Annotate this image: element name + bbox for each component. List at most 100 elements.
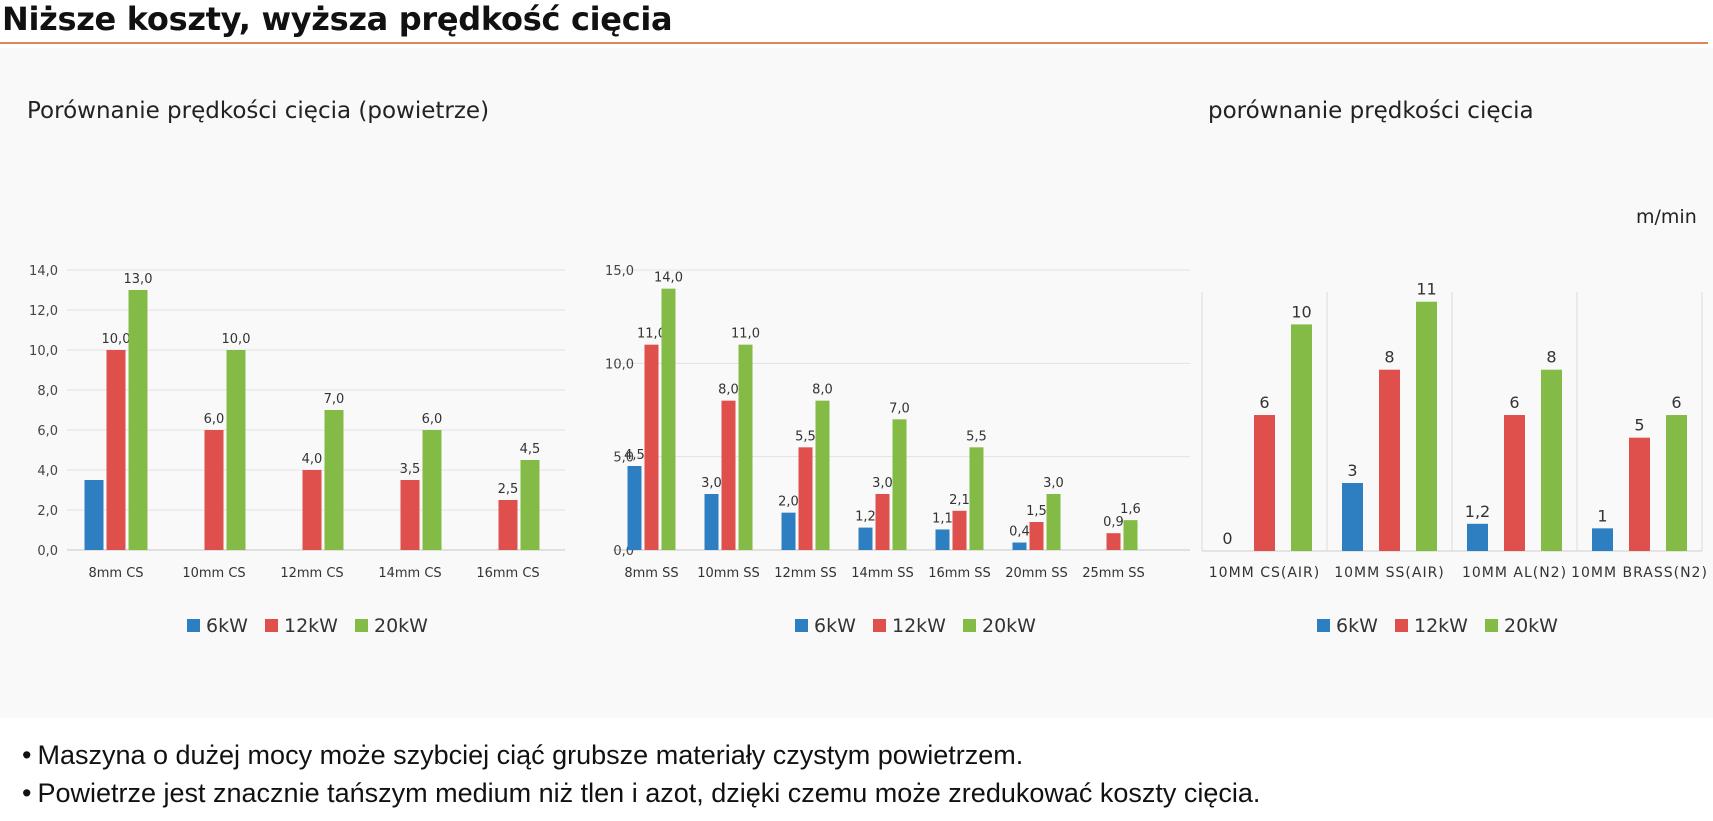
bar-20kW [226, 350, 246, 550]
bar-12kW [204, 430, 224, 550]
bullet-item-1: • Maszyna o dużej mocy może szybciej ciąć… [22, 740, 1260, 778]
legend-label: 12kW [284, 615, 338, 637]
legend-label: 12kW [892, 615, 946, 637]
legend-label: 6kW [206, 615, 248, 637]
y-tick-label: 2,0 [37, 504, 58, 519]
bullet-text: Powietrze jest znacznie tańszym medium n… [37, 778, 1261, 808]
bar-6kW [704, 494, 719, 550]
bar-20kW [969, 447, 984, 550]
data-label: 8 [1384, 348, 1394, 367]
bar-12kW [952, 510, 967, 550]
bar-12kW [721, 400, 736, 550]
legend-label: 20kW [1504, 615, 1558, 637]
bar-6kW [627, 466, 642, 550]
data-label: 0,4 [1009, 525, 1030, 540]
y-tick-label: 6,0 [37, 424, 58, 439]
x-tick-label: 10mm SS [697, 566, 760, 581]
x-tick-label: 10MM SS(AIR) [1334, 565, 1445, 581]
data-label: 6 [1259, 393, 1269, 412]
data-label: 10,0 [222, 332, 251, 347]
data-label: 1,1 [932, 511, 953, 526]
bar-6kW [781, 512, 796, 550]
legend-label: 12kW [1414, 615, 1468, 637]
bar-12kW [1106, 533, 1121, 550]
bar-6kW [1467, 523, 1488, 551]
legend-swatch-20kW [1485, 619, 1498, 632]
x-tick-label: 12mm SS [774, 566, 837, 581]
data-label: 1,5 [1026, 504, 1047, 519]
bar-12kW [302, 470, 322, 550]
x-tick-label: 10MM AL(N2) [1462, 565, 1567, 581]
bar-20kW [1291, 324, 1312, 551]
data-label: 0 [1222, 529, 1232, 548]
data-label: 6,0 [204, 412, 225, 427]
data-label: 5 [1634, 416, 1644, 435]
legend-label: 6kW [814, 615, 856, 637]
data-label: 3,0 [872, 476, 893, 491]
y-tick-label: 14,0 [29, 264, 58, 279]
data-label: 10,0 [102, 332, 131, 347]
data-label: 2,5 [498, 482, 519, 497]
chart-1-title: Porównanie prędkości cięcia (powietrze) [27, 98, 490, 124]
data-label: 1,6 [1120, 502, 1141, 517]
data-label: 14,0 [654, 271, 683, 286]
bar-20kW [128, 290, 148, 550]
bar-20kW [892, 419, 907, 550]
y-tick-label: 8,0 [37, 384, 58, 399]
data-label: 8 [1546, 348, 1556, 367]
legend-swatch-20kW [355, 619, 368, 632]
y-tick-label: 10,0 [605, 357, 634, 372]
y-tick-label: 10,0 [29, 344, 58, 359]
bar-20kW [661, 288, 676, 550]
data-label: 7,0 [324, 392, 345, 407]
data-label: 2,1 [949, 493, 970, 508]
bar-12kW [1379, 369, 1400, 551]
x-tick-label: 16mm CS [476, 566, 539, 581]
bar-12kW [1629, 437, 1650, 551]
bar-20kW [520, 460, 540, 550]
bar-12kW [875, 494, 890, 550]
legend-label: 20kW [982, 615, 1036, 637]
data-label: 6 [1509, 393, 1519, 412]
bar-12kW [498, 500, 518, 550]
bar-6kW [935, 529, 950, 550]
data-label: 13,0 [124, 272, 153, 287]
data-label: 3,5 [400, 462, 421, 477]
data-label: 4,5 [624, 448, 645, 463]
bar-12kW [1254, 415, 1275, 551]
data-label: 1,2 [855, 510, 876, 525]
bar-20kW [1123, 520, 1138, 550]
title-divider [0, 42, 1708, 44]
y-tick-label: 12,0 [29, 304, 58, 319]
bar-12kW [798, 447, 813, 550]
x-tick-label: 25mm SS [1082, 566, 1145, 581]
bar-12kW [644, 344, 659, 550]
x-tick-label: 10mm CS [182, 566, 245, 581]
bar-6kW [1012, 542, 1027, 550]
bullet-text: Maszyna o dużej mocy może szybciej ciąć … [37, 740, 1024, 770]
bar-20kW [324, 410, 344, 550]
x-tick-label: 14mm CS [378, 566, 441, 581]
bar-12kW [400, 480, 420, 550]
x-tick-label: 12mm CS [280, 566, 343, 581]
bar-6kW [1592, 528, 1613, 551]
bar-20kW [738, 344, 753, 550]
data-label: 4,0 [302, 452, 323, 467]
bar-20kW [1666, 415, 1687, 551]
legend-swatch-12kW [873, 619, 886, 632]
data-label: 1,2 [1465, 502, 1490, 521]
bar-12kW [1504, 415, 1525, 551]
data-label: 0,9 [1103, 515, 1124, 530]
legend-swatch-12kW [265, 619, 278, 632]
page-title: Niższe koszty, wyższa prędkość cięcia [2, 0, 673, 38]
y-tick-label: 0,0 [37, 544, 58, 559]
data-label: 6,0 [422, 412, 443, 427]
legend-swatch-6kW [1317, 619, 1330, 632]
bar-20kW [422, 430, 442, 550]
chart-3-title: porównanie prędkości cięcia [1208, 98, 1534, 124]
bullet-list: • Maszyna o dużej mocy może szybciej ciąć… [22, 740, 1260, 816]
legend-swatch-12kW [1395, 619, 1408, 632]
legend-label: 6kW [1336, 615, 1378, 637]
y-tick-label: 4,0 [37, 464, 58, 479]
data-label: 5,5 [966, 429, 987, 444]
